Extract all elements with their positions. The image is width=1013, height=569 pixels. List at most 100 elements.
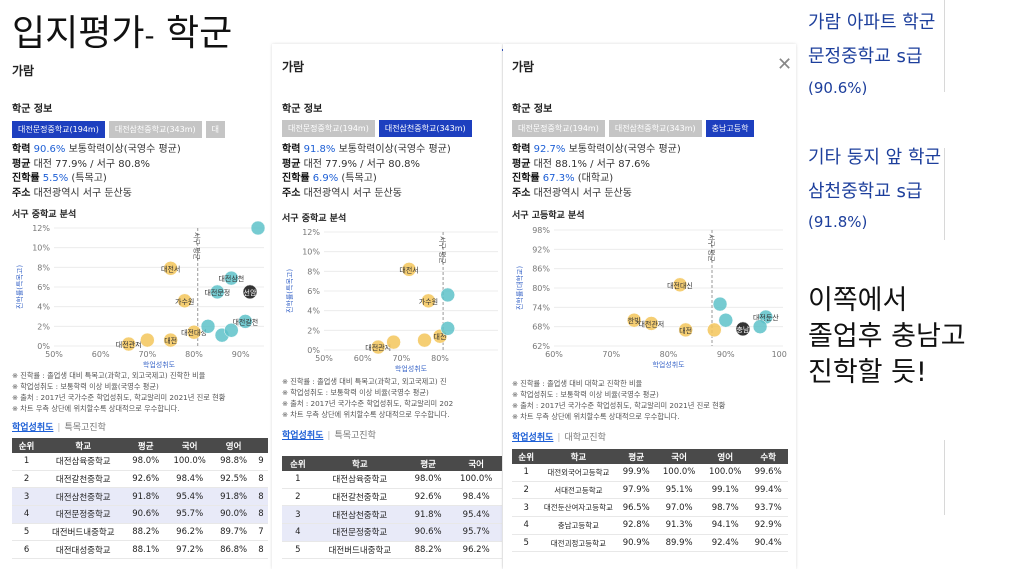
conclusion-note: 이쪽에서 졸업후 충남고 진학할 듯! (808, 285, 966, 388)
x-tick-label: 60% (545, 350, 563, 359)
section-title: 학군 정보 (282, 104, 323, 115)
data-point (163, 261, 178, 276)
point-label: 가수원 (175, 297, 194, 306)
link-advance[interactable]: 특목고진학 (64, 423, 106, 433)
slide-title: 입지평가- 학군 (12, 4, 232, 56)
point-label: 대전 (679, 326, 692, 335)
y-tick-label: 0% (307, 346, 320, 355)
y-axis-label: 진학률(특목고) (285, 269, 294, 313)
panel-header: 가람 (282, 60, 305, 74)
table-row: 2 대전갈천중학교 92.6% 98.4% 92.5% 8 (12, 470, 268, 489)
data-point (735, 321, 751, 337)
y-tick-label: 80% (532, 284, 550, 293)
note-line: 가람 아파트 학군 (808, 12, 936, 33)
link-achievement[interactable]: 학업성취도 (282, 431, 324, 441)
point-label: 대전대신 (667, 281, 693, 290)
data-point (386, 334, 401, 350)
data-point (238, 314, 253, 329)
data-point (370, 339, 386, 355)
rank-links: 학업성취도 | 특목고진학 (282, 431, 376, 441)
rank-links: 학업성취도 | 특목고진학 (12, 423, 106, 433)
school-panel-3: 가람 ✕ 학군 정보 대전문정중학교(194m) 대전삼천중학교(343m) 충… (503, 44, 796, 569)
link-achievement[interactable]: 학업성취도 (512, 433, 554, 443)
point-label: 대전둔산 (753, 313, 779, 322)
table-row: 4 대전문정중학교 90.6% 95.7% 90.0% 8 (12, 505, 268, 524)
note-line: (91.8%) (808, 213, 868, 231)
data-point (678, 322, 693, 338)
point-label: 대전서 (399, 265, 418, 274)
table-row: 3 대전삼천중학교 91.8% 95.4% 91.8% 8 (12, 487, 268, 507)
slide-title-sub: 학군 (166, 13, 233, 54)
data-point (421, 293, 436, 309)
scatter-chart-2: 0% 2% 4% 6% 8% 10% 12% 50% 60% 70% 80%학업성취도 진학률(특목고… (285, 228, 498, 373)
data-point (718, 312, 733, 328)
table-row: 3 대전삼천중학교 91.8% 95.4% (282, 505, 502, 525)
x-tick-label: 80% (660, 350, 678, 359)
section-title: 학군 정보 (12, 104, 53, 115)
y-axis-label: 진학률(특목고) (15, 265, 24, 309)
y-tick-label: 10% (302, 248, 320, 257)
y-tick-label: 62% (532, 342, 550, 351)
tab-chungnam[interactable]: 충남고등학 (705, 120, 755, 137)
section-title: 학군 정보 (512, 104, 553, 115)
tab-more[interactable]: 대 (205, 121, 226, 138)
table-row: 2 대전갈천중학교 92.6% 98.4% (282, 488, 502, 507)
divider (944, 0, 945, 92)
link-advance[interactable]: 대학교진학 (564, 433, 606, 443)
data-point (224, 323, 239, 338)
point-label: 대전관저 (638, 319, 664, 328)
average-line-label: 서구 평균 (707, 234, 716, 263)
link-achievement[interactable]: 학업성취도 (12, 423, 54, 433)
tab-munjeong[interactable]: 대전문정중학교(194m) (12, 121, 105, 138)
y-tick-label: 86% (532, 265, 550, 274)
average-line-label: 서구 평균 (438, 236, 447, 265)
table-row: 5 대전괴정고등학교 90.9% 89.9% 92.4% 90.4% (512, 534, 788, 553)
analysis-title: 서구 중학교 분석 (12, 210, 77, 220)
scatter-chart-1: 0% 2% 4% 6% 8% 10% 12% 50% 60% 70% 80% 90% 학업성취도 진학률(… (15, 220, 266, 369)
y-tick-label: 2% (307, 326, 320, 335)
panel-header: 가람 (512, 60, 535, 74)
rank-links: 학업성취도 | 대학교진학 (512, 433, 606, 443)
note-line: 삼천중학교 s급 (808, 181, 923, 202)
panel-header: 가람 (12, 64, 35, 78)
tab-munjeong[interactable]: 대전문정중학교(194m) (282, 120, 375, 137)
chart-notes: ※ 진학률 : 졸업생 대비 특목고(과학고, 외고국제고) 진 ※ 학업성취도 … (282, 377, 454, 419)
slide-title-main: 입지평가 (12, 13, 145, 54)
analysis-title: 서구 중학교 분석 (282, 214, 347, 224)
y-tick-label: 74% (532, 303, 550, 312)
link-advance[interactable]: 특목고진학 (334, 431, 376, 441)
data-point (440, 287, 455, 303)
ranking-table: 순위 학교 평균 국어 1 대전삼육중학교 98.0% 100.0% 2 대전갈천중학교 92.… (282, 456, 502, 560)
tab-samcheon[interactable]: 대전삼천중학교(343m) (108, 121, 202, 138)
table-row: 3 대전둔산여자고등학교 96.5% 97.0% 98.7% 93.7% (512, 498, 788, 518)
table-row: 1 대전외국어고등학교 99.9% 100.0% 100.0% 99.6% (512, 464, 788, 482)
table-row: 5 대전버드내중학교 88.2% 96.2% 89.7% 7 (12, 523, 268, 542)
point-label: 선암 (244, 288, 257, 297)
y-tick-label: 68% (532, 323, 550, 332)
tab-samcheon[interactable]: 대전삼천중학교(343m) (608, 120, 702, 137)
chart-notes: ※ 진학률 : 졸업생 대비 특목고(과학고, 외고국제고) 진학한 비율 ※ 학… (12, 371, 226, 413)
x-tick-label: 70% (392, 354, 410, 363)
data-point (712, 296, 728, 312)
point-label: 대전서 (161, 264, 180, 273)
y-tick-label: 0% (37, 342, 50, 351)
data-point (140, 332, 155, 348)
x-tick-label: 70% (602, 350, 620, 359)
close-icon[interactable]: ✕ (777, 54, 793, 75)
school-panel-2: 가람 학군 정보 대전문정중학교(194m) 대전삼천중학교(343m) 학력 … (272, 44, 502, 569)
point-label: 대전관저 (365, 343, 391, 352)
table-row: 2 서대전고등학교 97.9% 95.1% 99.1% 99.4% (512, 481, 788, 500)
point-label: 대전갈천 (232, 317, 258, 326)
school-panel-1: 가람 학군 정보 대전문정중학교(194m) 대전삼천중학교(343m) 대 학… (0, 52, 268, 569)
x-tick-label: 90% (717, 350, 735, 359)
data-point (644, 316, 659, 331)
y-tick-label: 6% (307, 287, 320, 296)
y-tick-label: 12% (302, 228, 320, 237)
note-line: (90.6%) (808, 79, 868, 97)
data-point (163, 332, 178, 348)
tab-munjeong[interactable]: 대전문정중학교(194m) (512, 120, 605, 137)
data-point (186, 324, 202, 340)
slide-title-dash: - (144, 19, 155, 52)
tab-samcheon[interactable]: 대전삼천중학교(343m) (378, 120, 472, 137)
x-tick-label: 90% (232, 350, 250, 359)
